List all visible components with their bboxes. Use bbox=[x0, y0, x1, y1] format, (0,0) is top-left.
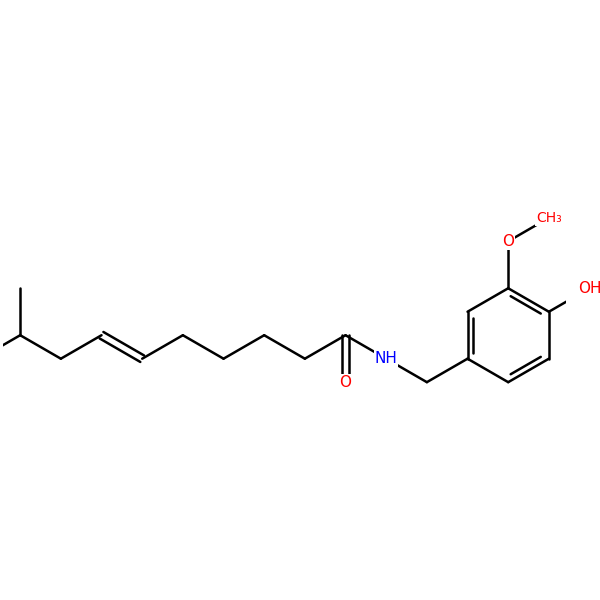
Text: OH: OH bbox=[578, 281, 600, 296]
Text: O: O bbox=[502, 234, 514, 249]
Text: O: O bbox=[340, 374, 352, 389]
Text: NH: NH bbox=[375, 351, 398, 366]
Text: CH₃: CH₃ bbox=[536, 211, 562, 225]
